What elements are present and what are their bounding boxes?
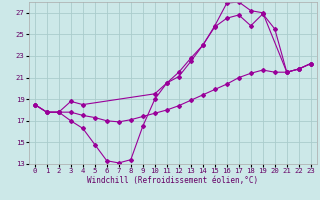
X-axis label: Windchill (Refroidissement éolien,°C): Windchill (Refroidissement éolien,°C): [87, 176, 258, 185]
